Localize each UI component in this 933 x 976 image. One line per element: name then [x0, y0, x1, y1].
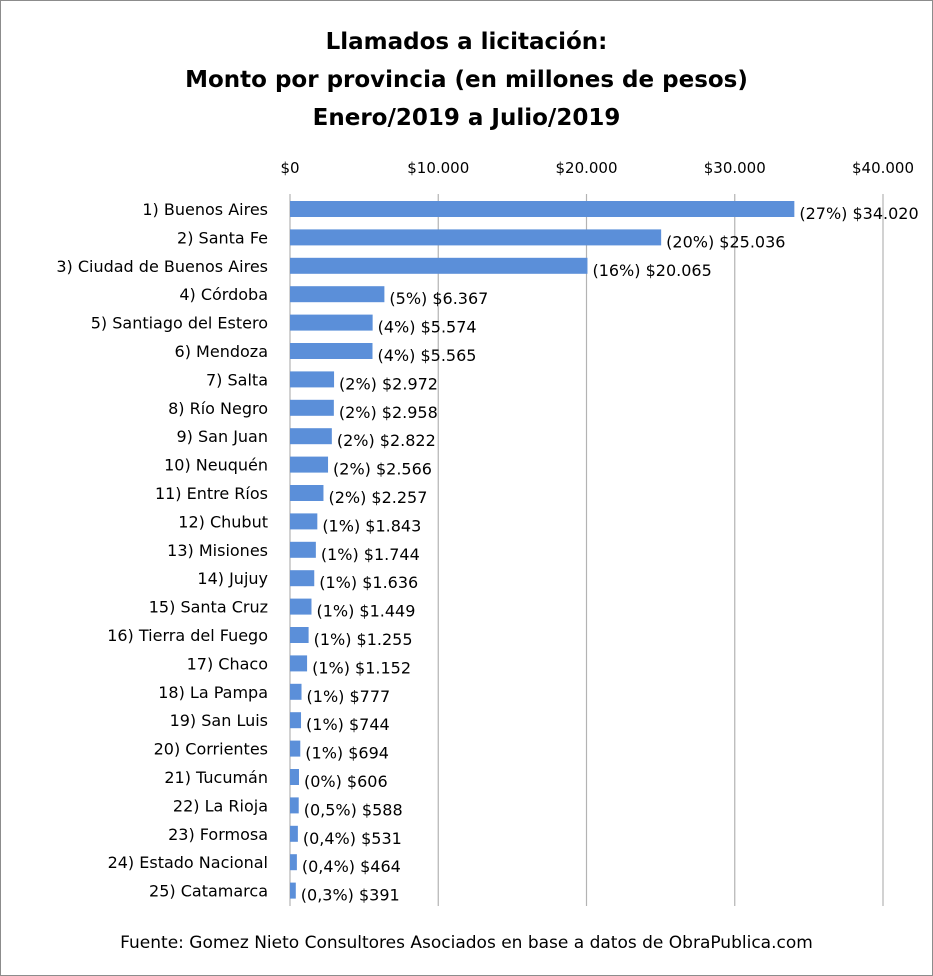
category-label-15: 15) Santa Cruz: [149, 598, 268, 617]
bar-3: [290, 257, 588, 274]
x-tick-label-3: $30.000: [704, 159, 766, 177]
category-label-5: 5) Santiago del Estero: [91, 314, 268, 333]
category-label-12: 12) Chubut: [178, 512, 268, 531]
bar-1: [290, 201, 795, 217]
category-label-19: 19) San Luis: [170, 711, 268, 730]
data-label-5: (4%) $5.574: [378, 318, 477, 337]
chart-title-line-3: Enero/2019 a Julio/2019: [312, 105, 621, 131]
data-label-17: (1%) $1.152: [312, 658, 411, 677]
bar-chart: $0 $10.000 $20.000 $30.000 $40.000 1) Buenos…: [56, 159, 919, 906]
data-label-18: (1%) $777: [307, 687, 391, 706]
category-label-13: 13) Misiones: [167, 541, 268, 560]
chart-title-line-1: Llamados a licitación:: [325, 29, 608, 55]
bar-19: [290, 712, 302, 729]
bar-24: [290, 854, 297, 871]
data-label-19: (1%) $744: [306, 715, 390, 734]
data-label-24: (0,4%) $464: [302, 857, 401, 876]
bar-7: [290, 371, 335, 388]
bar-8: [290, 399, 334, 416]
bar-11: [290, 485, 324, 501]
bar-10: [290, 456, 329, 473]
data-label-2: (20%) $25.036: [666, 232, 785, 251]
bar-14: [290, 570, 315, 587]
data-labels: (27%) $34.020 (20%) $25.036 (16%) $20.065 (…: [301, 204, 919, 905]
category-label-3: 3) Ciudad de Buenos Aires: [56, 257, 268, 276]
source-note: Fuente: Gomez Nieto Consultores Asociado…: [120, 933, 813, 953]
chart-title: Llamados a licitación: Monto por provinc…: [1, 23, 932, 137]
category-label-8: 8) Río Negro: [168, 399, 268, 418]
bar-4: [290, 286, 385, 303]
data-label-10: (2%) $2.566: [333, 460, 432, 479]
bar-17: [290, 655, 308, 672]
data-label-14: (1%) $1.636: [319, 573, 418, 592]
data-label-4: (5%) $6.367: [389, 289, 488, 308]
data-label-8: (2%) $2.958: [339, 403, 438, 422]
category-labels: 1) Buenos Aires 2) Santa Fe 3) Ciudad de B…: [56, 200, 268, 901]
gridlines: [289, 194, 884, 906]
category-label-6: 6) Mendoza: [175, 342, 268, 361]
x-tick-label-1: $10.000: [407, 159, 469, 177]
category-label-2: 2) Santa Fe: [177, 228, 268, 247]
category-label-9: 9) San Juan: [177, 427, 269, 446]
data-label-1: (27%) $34.020: [799, 204, 918, 223]
bar-5: [290, 314, 373, 331]
category-label-16: 16) Tierra del Fuego: [107, 626, 268, 645]
category-label-25: 25) Catamarca: [149, 882, 268, 901]
x-tick-label-0: $0: [280, 159, 299, 177]
category-label-10: 10) Neuquén: [164, 456, 268, 475]
category-label-17: 17) Chaco: [187, 654, 268, 673]
data-label-22: (0,5%) $588: [304, 800, 403, 819]
category-label-14: 14) Jujuy: [197, 569, 268, 588]
x-tick-label-2: $20.000: [555, 159, 617, 177]
bar-20: [290, 740, 301, 757]
category-label-4: 4) Córdoba: [179, 285, 268, 304]
category-label-11: 11) Entre Ríos: [155, 484, 268, 503]
category-label-1: 1) Buenos Aires: [142, 200, 268, 219]
bar-12: [290, 513, 318, 530]
bar-21: [290, 769, 299, 785]
data-label-6: (4%) $5.565: [378, 346, 477, 365]
chart-title-line-2: Monto por provincia (en millones de peso…: [185, 67, 748, 93]
category-label-21: 21) Tucumán: [164, 768, 268, 787]
category-label-18: 18) La Pampa: [158, 683, 268, 702]
x-axis-ticks: $0 $10.000 $20.000 $30.000 $40.000: [280, 159, 914, 177]
category-label-22: 22) La Rioja: [173, 796, 268, 815]
data-label-20: (1%) $694: [305, 744, 389, 763]
bar-22: [290, 797, 299, 814]
data-label-3: (16%) $20.065: [592, 261, 711, 280]
bar-18: [290, 683, 302, 700]
category-label-24: 24) Estado Nacional: [108, 853, 268, 872]
data-label-7: (2%) $2.972: [339, 374, 438, 393]
data-label-12: (1%) $1.843: [322, 516, 421, 535]
data-label-16: (1%) $1.255: [314, 630, 413, 649]
bar-13: [290, 541, 316, 558]
bar-25: [290, 882, 296, 899]
category-label-7: 7) Salta: [206, 370, 268, 389]
data-label-11: (2%) $2.257: [328, 488, 427, 507]
bar-9: [290, 428, 332, 445]
data-label-25: (0,3%) $391: [301, 886, 400, 905]
bar-6: [290, 343, 373, 359]
bars: [290, 201, 795, 899]
bar-16: [290, 627, 309, 643]
data-label-21: (0%) $606: [304, 772, 388, 791]
data-label-13: (1%) $1.744: [321, 545, 420, 564]
category-label-20: 20) Corrientes: [154, 740, 268, 759]
x-tick-label-4: $40.000: [852, 159, 914, 177]
bar-2: [290, 229, 662, 246]
bar-23: [290, 825, 298, 842]
data-label-23: (0,4%) $531: [303, 829, 402, 848]
category-label-23: 23) Formosa: [168, 825, 268, 844]
bar-15: [290, 598, 312, 615]
data-label-15: (1%) $1.449: [316, 602, 415, 621]
data-label-9: (2%) $2.822: [337, 431, 436, 450]
